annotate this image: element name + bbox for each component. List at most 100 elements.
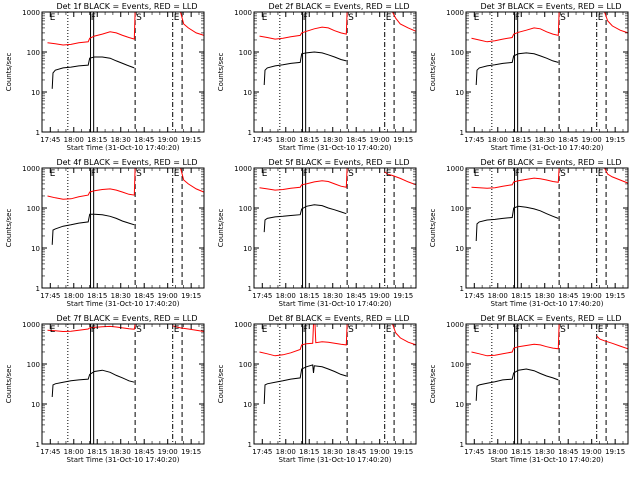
y-tick-label: 100 xyxy=(239,205,252,213)
y-tick-label: 1000 xyxy=(446,321,464,329)
y-tick-label: 10 xyxy=(31,245,40,253)
y-tick-label: 10 xyxy=(31,89,40,97)
x-tick-label: 18:00 xyxy=(276,292,296,300)
panel-title: Det 7f BLACK = Events, RED = LLD xyxy=(56,314,197,323)
panel-title: Det 8f BLACK = Events, RED = LLD xyxy=(268,314,409,323)
y-tick-label: 10 xyxy=(243,245,252,253)
series-lld-line xyxy=(392,323,417,346)
x-tick-label: 18:45 xyxy=(346,292,366,300)
x-tick-label: 18:30 xyxy=(323,448,343,456)
series-lld-line xyxy=(604,167,629,184)
series-lld-line xyxy=(259,323,348,357)
y-tick-label: 10 xyxy=(455,245,464,253)
series-lld-line xyxy=(384,171,417,186)
x-tick-label: 18:00 xyxy=(488,136,508,144)
y-tick-label: 10 xyxy=(455,401,464,409)
y-tick-label: 10 xyxy=(31,401,40,409)
x-tick-label: 18:00 xyxy=(64,448,84,456)
series-lld-line xyxy=(47,323,136,333)
panel-title: Det 6f BLACK = Events, RED = LLD xyxy=(480,158,621,167)
y-tick-label: 100 xyxy=(27,361,40,369)
series-lld-line xyxy=(471,323,560,357)
x-axis-label: Start Time (31-Oct-10 17:40:20) xyxy=(491,456,604,464)
marker-s: S xyxy=(136,13,142,23)
marker-e: E xyxy=(50,13,56,23)
x-tick-label: 18:45 xyxy=(558,292,578,300)
x-tick-label: 17:45 xyxy=(252,448,272,456)
marker-s: S xyxy=(560,13,566,23)
marker-e: E xyxy=(474,325,480,335)
x-tick-label: 18:00 xyxy=(488,448,508,456)
y-tick-label: 1 xyxy=(248,129,252,137)
series-events-line xyxy=(475,205,559,242)
marker-e: E xyxy=(174,13,180,23)
y-tick-label: 1000 xyxy=(446,165,464,173)
x-tick-label: 19:00 xyxy=(370,448,390,456)
marker-f: F xyxy=(515,169,520,179)
x-axis-label: Start Time (31-Oct-10 17:40:20) xyxy=(279,456,392,464)
marker-e: E xyxy=(262,169,268,179)
axes-frame xyxy=(253,11,417,133)
y-tick-label: 1 xyxy=(248,441,252,449)
y-tick-label: 10 xyxy=(455,89,464,97)
x-axis-label: Start Time (31-Oct-10 17:40:20) xyxy=(67,144,180,152)
x-tick-label: 18:45 xyxy=(346,136,366,144)
x-tick-label: 18:30 xyxy=(323,136,343,144)
marker-s: S xyxy=(136,325,142,335)
marker-f: F xyxy=(303,325,308,335)
marker-f: F xyxy=(91,169,96,179)
y-tick-label: 1 xyxy=(36,285,40,293)
marker-f: F xyxy=(303,13,308,23)
marker-s: S xyxy=(560,169,566,179)
x-tick-label: 19:15 xyxy=(181,292,201,300)
x-tick-label: 18:45 xyxy=(134,292,154,300)
marker-f: F xyxy=(91,13,96,23)
series-events-line xyxy=(263,51,347,86)
x-axis-label: Start Time (31-Oct-10 17:40:20) xyxy=(67,300,180,308)
marker-f: F xyxy=(515,325,520,335)
y-tick-label: 1 xyxy=(460,129,464,137)
x-axis-label: Start Time (31-Oct-10 17:40:20) xyxy=(491,144,604,152)
x-tick-label: 19:15 xyxy=(605,292,625,300)
axes-frame xyxy=(465,11,629,133)
x-tick-label: 19:00 xyxy=(582,292,602,300)
y-axis-label: Counts/sec xyxy=(429,53,437,92)
x-axis-label: Start Time (31-Oct-10 17:40:20) xyxy=(279,300,392,308)
x-tick-label: 17:45 xyxy=(464,448,484,456)
x-tick-label: 19:15 xyxy=(393,136,413,144)
panel-title: Det 1f BLACK = Events, RED = LLD xyxy=(56,2,197,11)
y-tick-label: 1000 xyxy=(234,9,252,17)
marker-e: E xyxy=(174,169,180,179)
y-axis-label: Counts/sec xyxy=(217,53,225,92)
y-tick-label: 100 xyxy=(451,205,464,213)
y-tick-label: 1000 xyxy=(234,165,252,173)
y-tick-label: 100 xyxy=(27,205,40,213)
series-events-line xyxy=(263,204,347,233)
x-tick-label: 19:15 xyxy=(605,448,625,456)
series-lld-line xyxy=(259,167,348,191)
axes-frame xyxy=(253,323,417,445)
y-tick-label: 1 xyxy=(36,441,40,449)
x-tick-label: 18:45 xyxy=(346,448,366,456)
x-axis-label: Start Time (31-Oct-10 17:40:20) xyxy=(67,456,180,464)
x-tick-label: 17:45 xyxy=(40,292,60,300)
marker-e: E xyxy=(474,169,480,179)
marker-e: E xyxy=(262,325,268,335)
x-tick-label: 19:00 xyxy=(582,448,602,456)
x-tick-label: 19:00 xyxy=(370,292,390,300)
marker-s: S xyxy=(560,325,566,335)
x-tick-label: 19:15 xyxy=(181,448,201,456)
marker-e: E xyxy=(50,325,56,335)
x-tick-label: 18:30 xyxy=(535,136,555,144)
y-tick-label: 1000 xyxy=(22,165,40,173)
y-tick-label: 100 xyxy=(239,49,252,57)
series-events-line xyxy=(51,369,135,398)
x-tick-label: 18:45 xyxy=(134,136,154,144)
y-tick-label: 100 xyxy=(239,361,252,369)
